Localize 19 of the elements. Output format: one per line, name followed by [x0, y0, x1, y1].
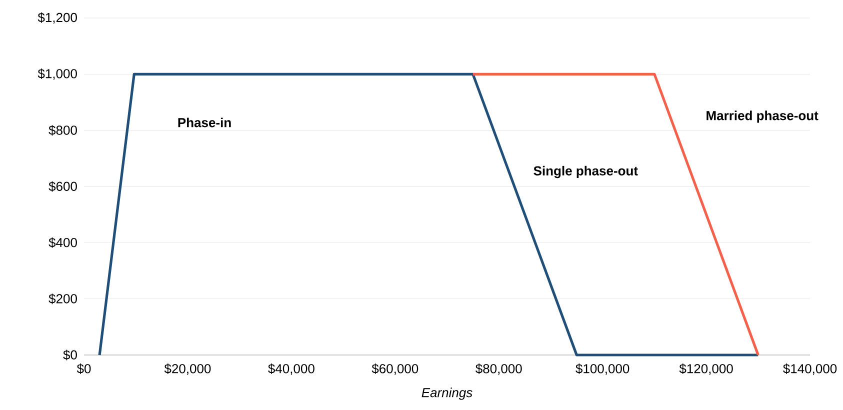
- annotation: Phase-in: [178, 118, 231, 128]
- x-tick-label: $20,000: [164, 364, 211, 375]
- y-tick-label: $200: [48, 294, 77, 304]
- x-tick-label: $100,000: [576, 364, 630, 375]
- x-axis-title: Earnings: [422, 388, 472, 400]
- x-tick-label: $60,000: [372, 364, 418, 375]
- y-tick-label: $1,000: [38, 68, 77, 80]
- x-tick-label: $140,000: [783, 364, 837, 375]
- y-tick-label: $600: [48, 181, 77, 192]
- x-tick-label: $80,000: [476, 364, 522, 375]
- annotation: Married phase-out: [706, 110, 818, 123]
- annotation: Single phase-out: [534, 166, 638, 178]
- y-tick-label: $400: [48, 237, 77, 248]
- x-tick-label: $40,000: [268, 364, 314, 375]
- y-tick-label: $1,200: [38, 12, 77, 24]
- x-tick-label: $120,000: [679, 364, 733, 375]
- y-tick-label: $0: [63, 350, 77, 360]
- y-tick-label: $800: [48, 125, 77, 136]
- x-tick-label: $0: [76, 364, 91, 374]
